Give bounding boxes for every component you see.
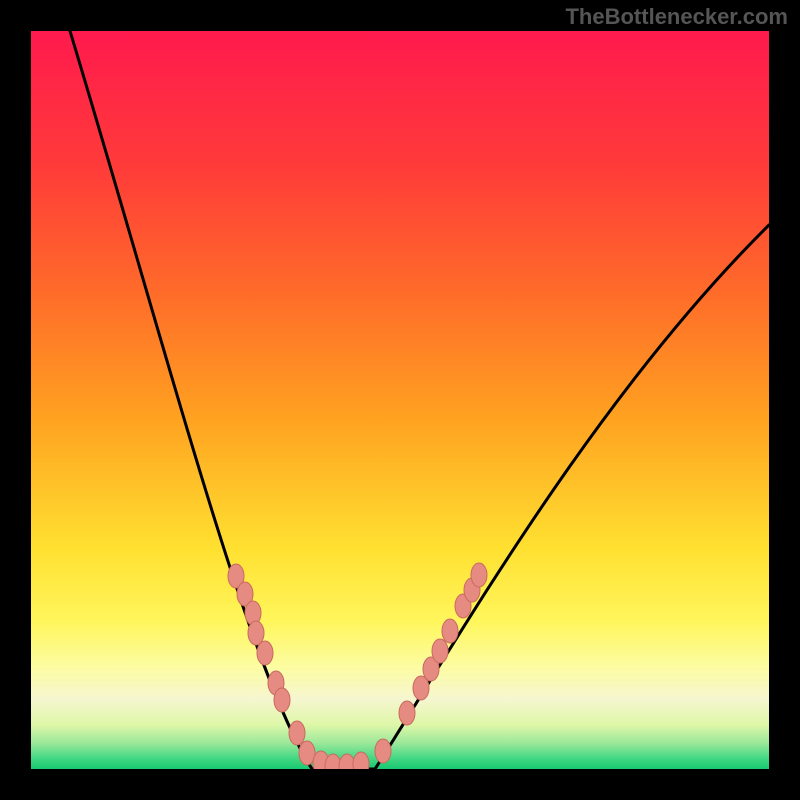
data-marker xyxy=(248,621,264,645)
data-marker xyxy=(399,701,415,725)
data-marker xyxy=(257,641,273,665)
data-marker xyxy=(471,563,487,587)
data-marker xyxy=(442,619,458,643)
data-marker xyxy=(375,739,391,763)
data-marker xyxy=(289,721,305,745)
data-marker xyxy=(274,688,290,712)
watermark-text: TheBottlenecker.com xyxy=(565,4,788,30)
data-marker xyxy=(432,639,448,663)
plot-svg xyxy=(31,31,769,769)
plot-area xyxy=(31,31,769,769)
gradient-background xyxy=(31,31,769,769)
